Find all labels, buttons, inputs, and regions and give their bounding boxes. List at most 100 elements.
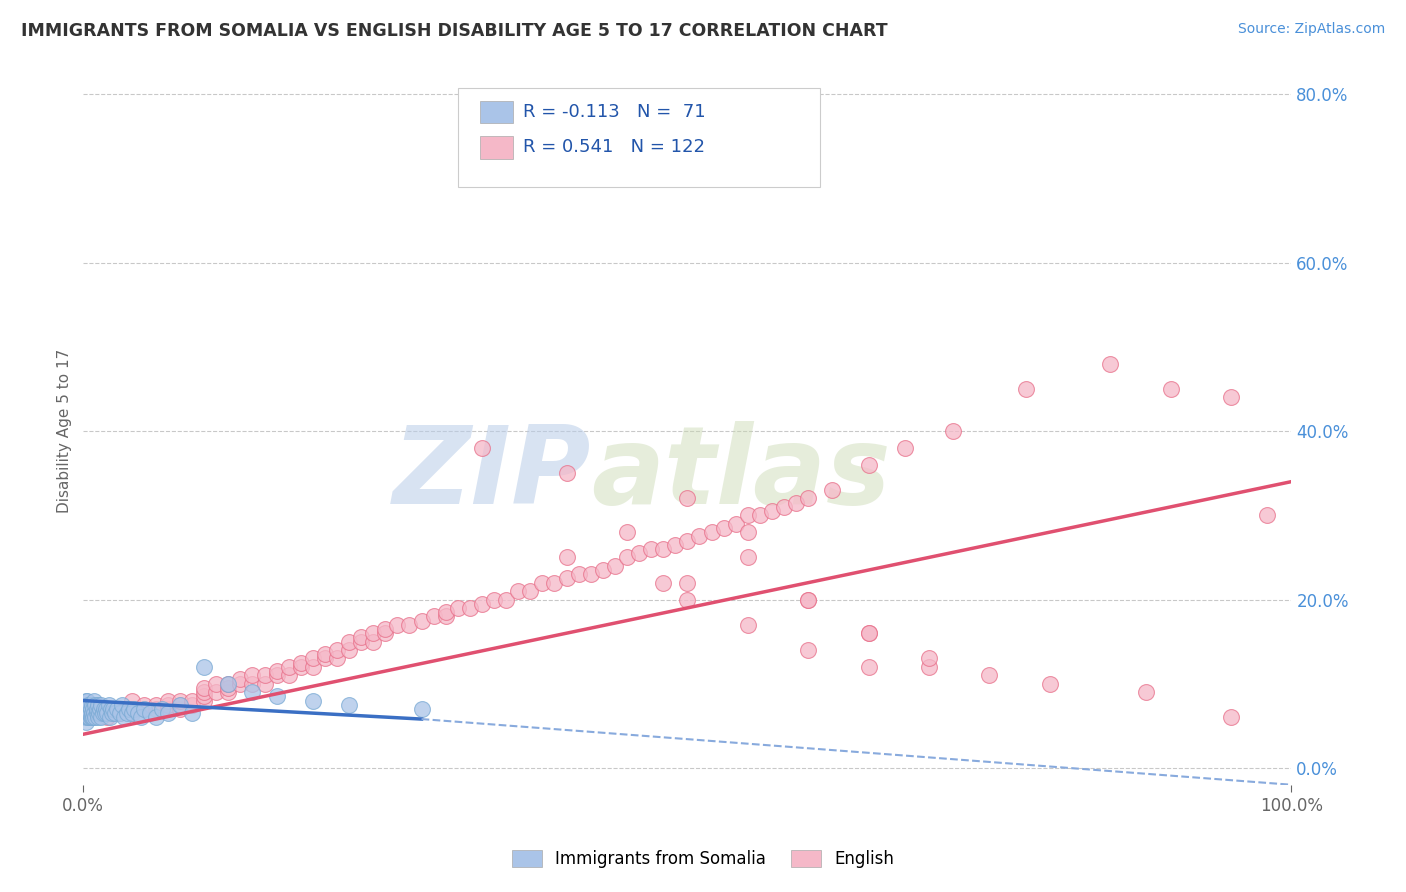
Point: [350, 631, 373, 645]
Point: [77, 706, 100, 721]
Point: [1256, 508, 1278, 523]
Point: [181, 693, 204, 707]
Point: [242, 676, 264, 690]
Point: [169, 698, 191, 712]
Point: [111, 698, 134, 712]
Point: [773, 500, 796, 514]
Point: [77, 698, 100, 712]
Text: R = -0.113   N =  71: R = -0.113 N = 71: [523, 103, 706, 121]
Point: [76, 706, 98, 721]
Point: [115, 706, 138, 721]
Point: [84, 698, 107, 712]
Point: [290, 656, 312, 670]
Point: [266, 664, 288, 678]
Point: [398, 617, 420, 632]
Point: [193, 660, 215, 674]
Point: [96, 706, 118, 721]
Point: [724, 516, 747, 531]
Point: [337, 634, 360, 648]
Point: [253, 668, 276, 682]
Point: [90, 710, 112, 724]
Point: [821, 483, 844, 497]
Point: [132, 702, 155, 716]
Point: [290, 660, 312, 674]
Point: [132, 698, 155, 712]
Point: [193, 685, 215, 699]
Point: [302, 693, 325, 707]
Point: [94, 706, 117, 721]
Point: [314, 651, 336, 665]
Point: [89, 702, 111, 716]
Point: [193, 681, 215, 695]
Point: [1014, 382, 1036, 396]
Point: [361, 626, 384, 640]
Point: [139, 706, 162, 721]
Point: [1039, 676, 1062, 690]
Point: [145, 702, 167, 716]
Point: [83, 693, 105, 707]
Point: [86, 702, 108, 716]
Point: [73, 710, 96, 724]
Point: [326, 643, 349, 657]
Point: [387, 617, 409, 632]
Point: [181, 698, 204, 712]
Point: [337, 643, 360, 657]
Point: [145, 710, 167, 724]
Legend: Immigrants from Somalia, English: Immigrants from Somalia, English: [505, 843, 901, 875]
Point: [242, 668, 264, 682]
Point: [555, 550, 578, 565]
Point: [156, 693, 179, 707]
Point: [858, 626, 880, 640]
Point: [616, 525, 638, 540]
Point: [555, 466, 578, 480]
Point: [676, 491, 699, 506]
Point: [75, 693, 97, 707]
Point: [858, 458, 880, 472]
Point: [118, 702, 141, 716]
Point: [458, 601, 481, 615]
Point: [616, 550, 638, 565]
FancyBboxPatch shape: [479, 136, 513, 159]
Point: [894, 441, 917, 455]
Point: [121, 706, 143, 721]
Point: [447, 601, 470, 615]
Point: [652, 575, 675, 590]
Point: [79, 702, 101, 716]
Point: [75, 714, 97, 729]
Point: [422, 609, 444, 624]
Point: [797, 491, 820, 506]
Point: [76, 702, 98, 716]
Point: [73, 702, 96, 716]
Point: [411, 614, 433, 628]
Point: [543, 575, 565, 590]
Point: [169, 698, 191, 712]
Text: ZIP: ZIP: [392, 420, 591, 526]
Point: [797, 592, 820, 607]
Point: [156, 698, 179, 712]
FancyBboxPatch shape: [458, 88, 820, 187]
Point: [86, 706, 108, 721]
Point: [471, 441, 494, 455]
Point: [979, 668, 1001, 682]
Point: [80, 698, 103, 712]
Point: [76, 710, 98, 724]
Point: [277, 668, 299, 682]
Point: [797, 592, 820, 607]
Point: [508, 584, 530, 599]
Point: [229, 673, 252, 687]
Point: [785, 496, 807, 510]
Point: [519, 584, 541, 599]
Point: [434, 605, 457, 619]
Point: [84, 710, 107, 724]
Point: [628, 546, 651, 560]
Point: [79, 710, 101, 724]
Point: [96, 702, 118, 716]
Point: [326, 651, 349, 665]
Point: [1220, 710, 1243, 724]
Point: [97, 698, 120, 712]
Point: [82, 710, 104, 724]
Point: [217, 685, 239, 699]
Point: [411, 702, 433, 716]
Point: [101, 706, 124, 721]
Point: [737, 550, 759, 565]
